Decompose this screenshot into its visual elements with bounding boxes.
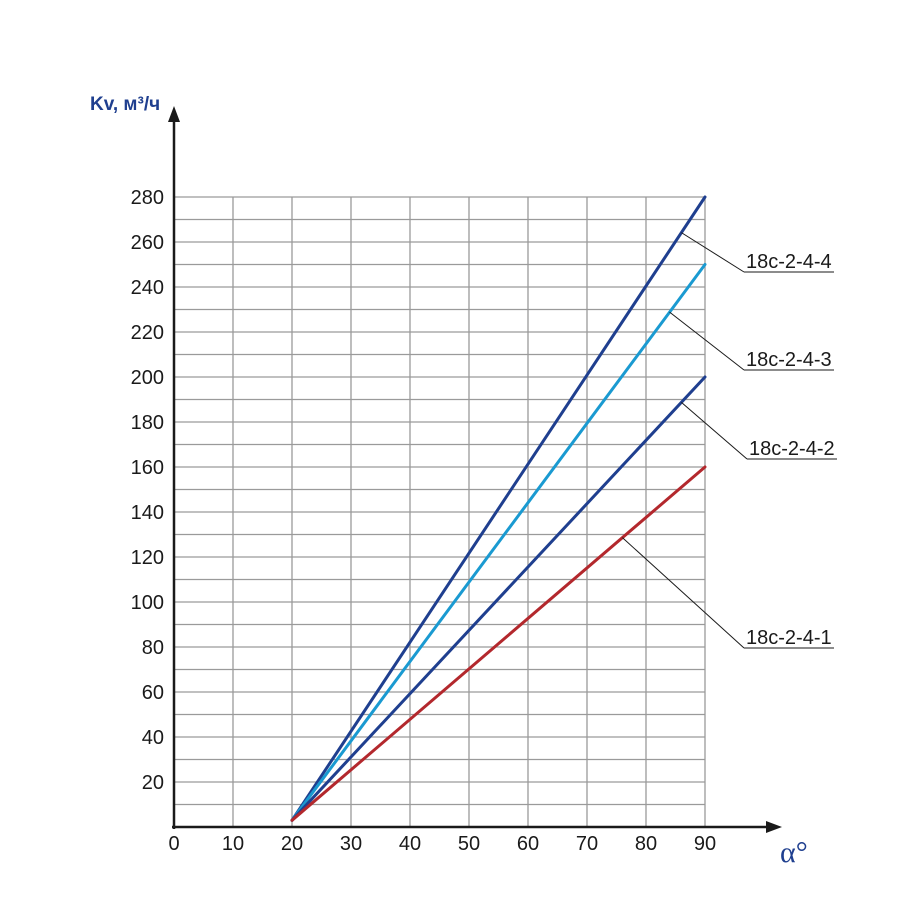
x-tick-label: 30 (340, 833, 362, 855)
y-tick-label: 200 (131, 367, 164, 389)
y-tick-label: 240 (131, 277, 164, 299)
y-tick-label: 140 (131, 502, 164, 524)
y-tick-label: 120 (131, 547, 164, 569)
series-line-1 (290, 195, 707, 822)
y-tick-label: 40 (142, 727, 164, 749)
x-tick-label: 40 (399, 833, 421, 855)
x-tick-label: 90 (694, 833, 716, 855)
axes (168, 106, 782, 833)
y-tick-label: 160 (131, 457, 164, 479)
series-lines (290, 195, 707, 822)
series-labels: 18с-2-4-4 18с-2-4-3 18с-2-4-2 18с-2-4-1 (622, 232, 837, 649)
x-tick-label: 50 (458, 833, 480, 855)
series-label: 18с-2-4-2 (749, 438, 835, 460)
x-tick-label: 10 (222, 833, 244, 855)
series-label-leader (681, 232, 745, 273)
y-tick-label: 80 (142, 637, 164, 659)
series-label: 18с-2-4-1 (746, 627, 832, 649)
series-label: 18с-2-4-3 (746, 349, 832, 371)
series-line-3 (290, 375, 707, 822)
series-label-leader (622, 537, 745, 649)
y-axis-label: Kv, м³/ч (90, 94, 160, 115)
series-label: 18с-2-4-4 (746, 251, 832, 273)
y-axis-arrow-icon (168, 106, 180, 122)
tick-labels: 20 40 60 80 100 120 140 160 180 200 220 240 260 280 0 1… (131, 187, 717, 855)
series-label-leader (681, 401, 748, 460)
series-line-2 (290, 263, 707, 822)
y-tick-label: 180 (131, 412, 164, 434)
x-tick-label: 0 (168, 833, 179, 855)
grid (174, 196, 706, 827)
x-tick-label: 80 (635, 833, 657, 855)
series-line-4 (290, 465, 707, 822)
y-tick-label: 260 (131, 232, 164, 254)
y-tick-label: 100 (131, 592, 164, 614)
x-axis-arrow-icon (766, 821, 782, 833)
x-axis-label: α° (780, 836, 808, 869)
x-tick-label: 60 (517, 833, 539, 855)
y-tick-label: 60 (142, 682, 164, 704)
y-tick-label: 280 (131, 187, 164, 209)
y-tick-label: 20 (142, 772, 164, 794)
x-tick-label: 20 (281, 833, 303, 855)
x-tick-label: 70 (576, 833, 598, 855)
y-tick-label: 220 (131, 322, 164, 344)
series-label-leader (669, 311, 745, 371)
